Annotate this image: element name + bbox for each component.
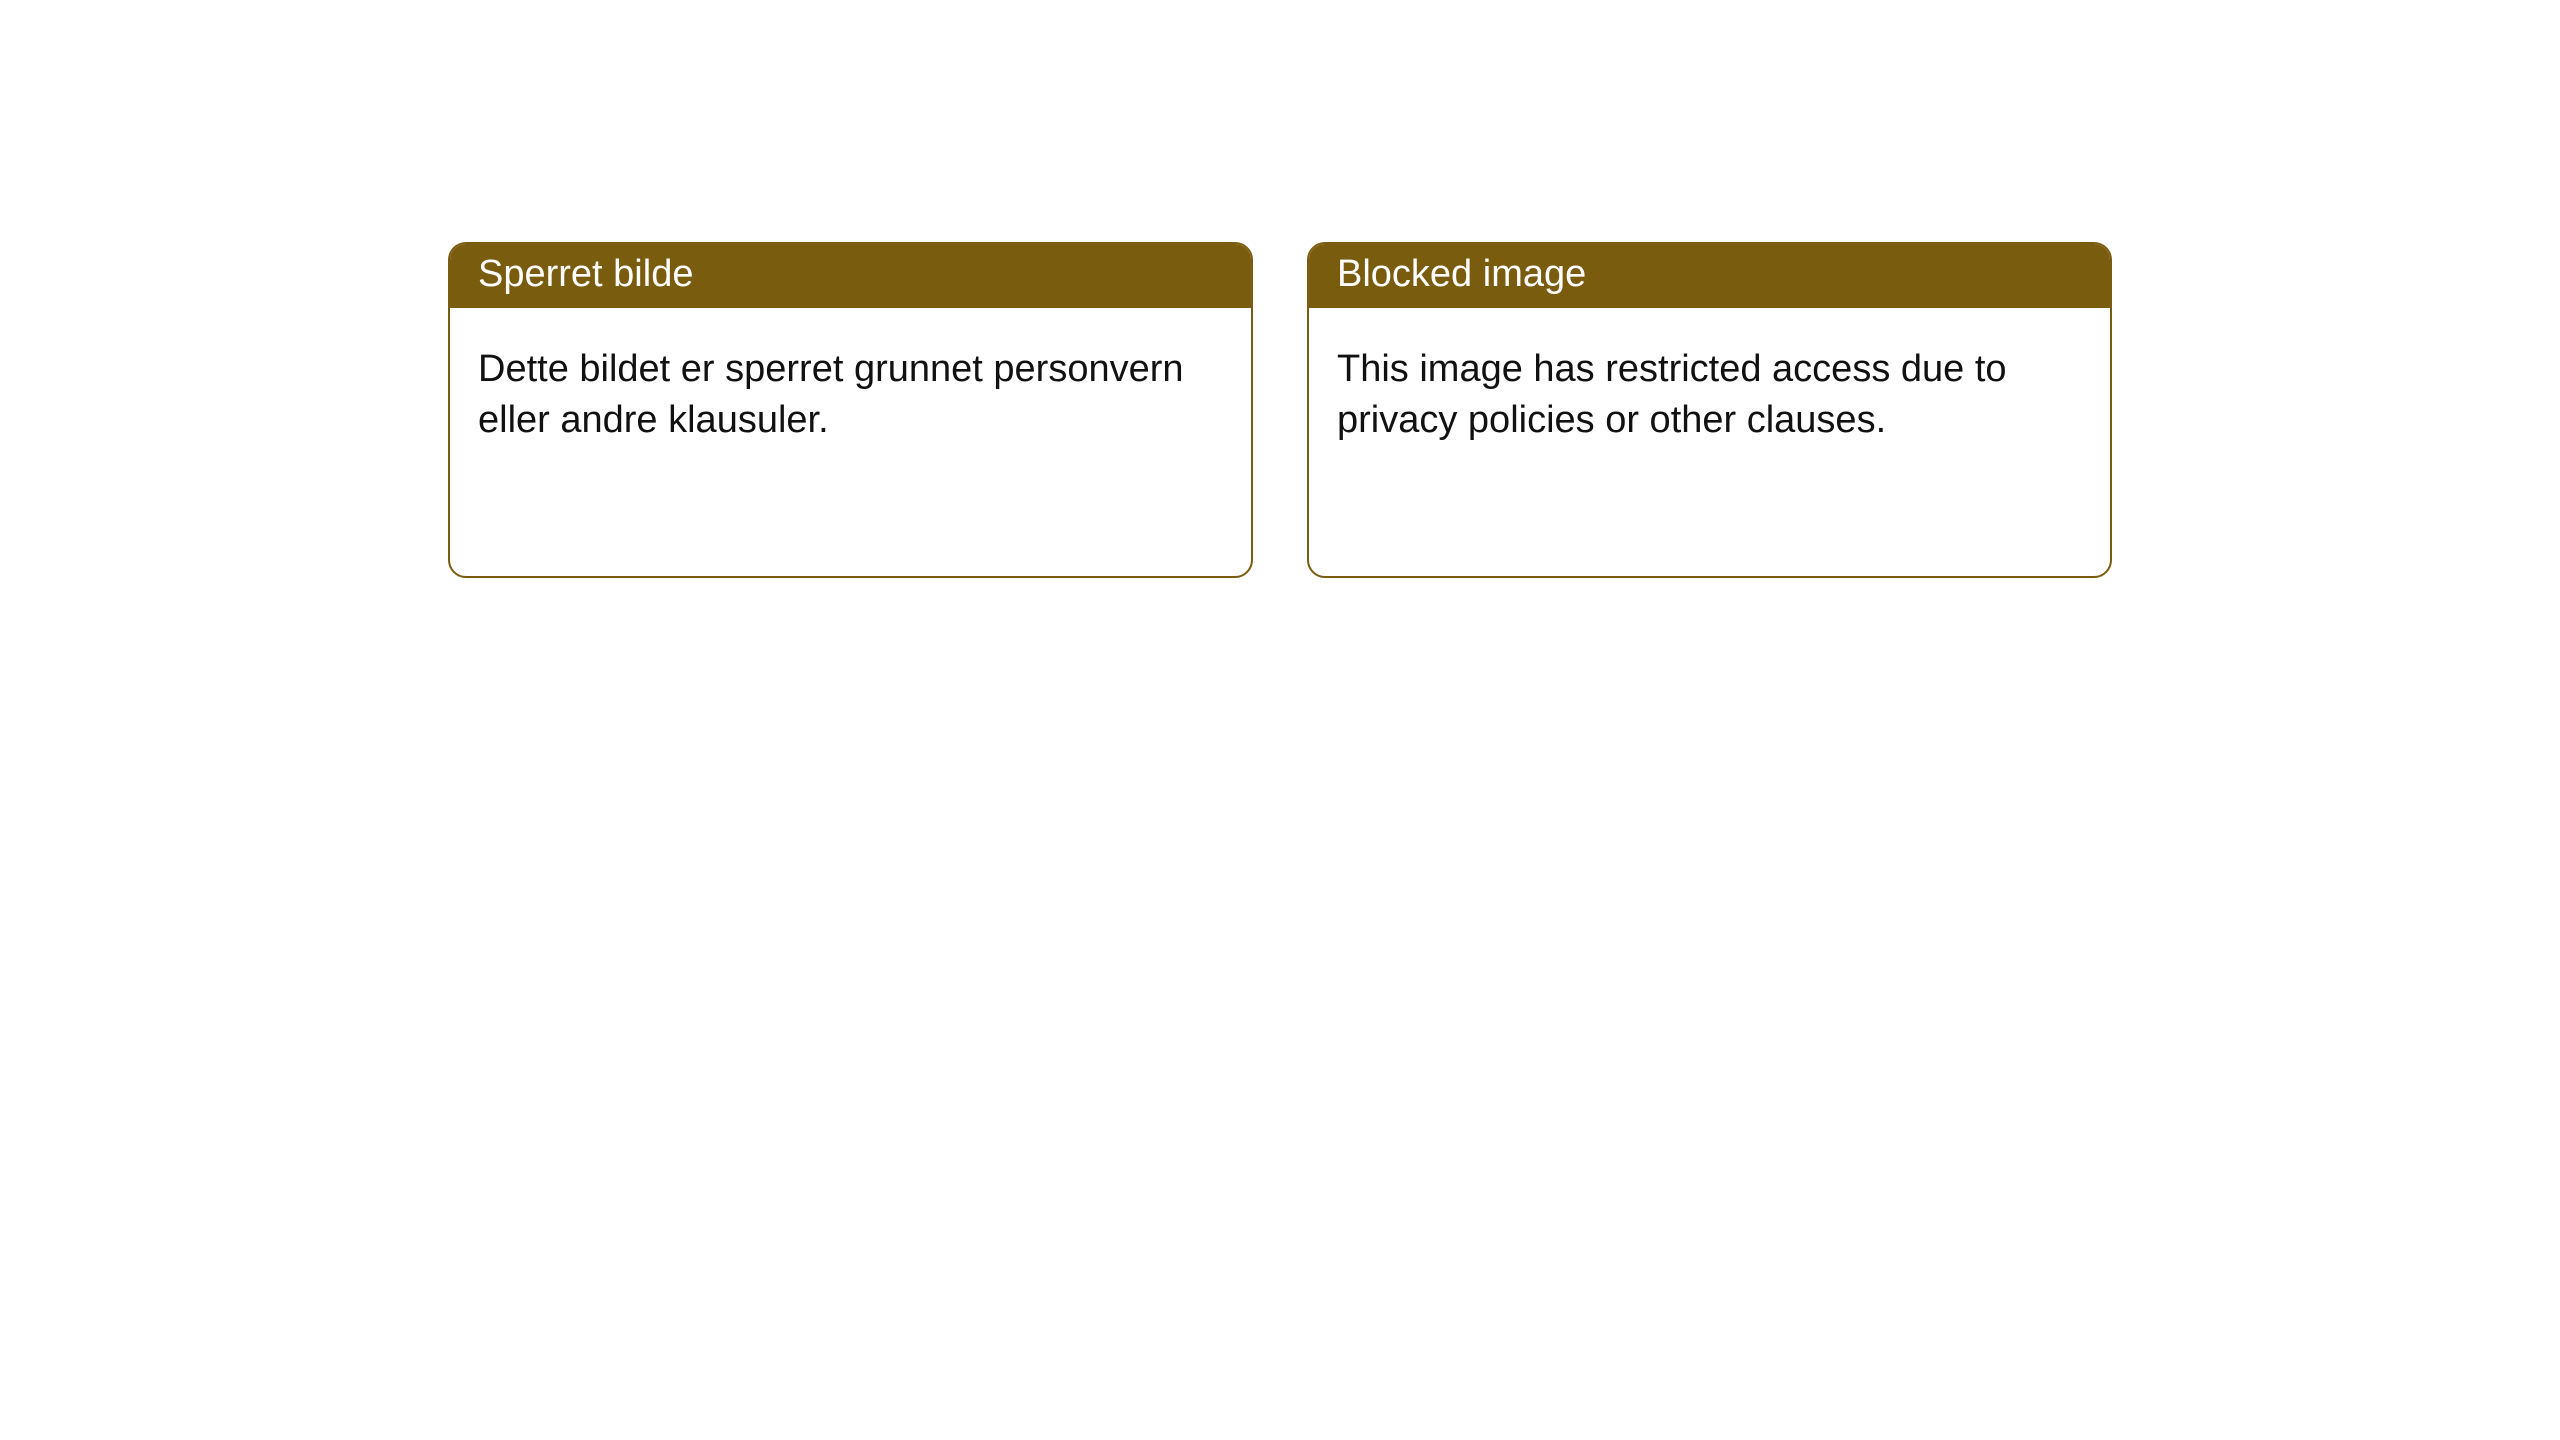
notice-card-english: Blocked image This image has restricted … (1307, 242, 2112, 578)
card-message: Dette bildet er sperret grunnet personve… (478, 348, 1184, 441)
notice-card-norwegian: Sperret bilde Dette bildet er sperret gr… (448, 242, 1253, 578)
card-body: This image has restricted access due to … (1309, 308, 2110, 483)
card-title: Blocked image (1337, 253, 1586, 295)
card-header: Blocked image (1309, 244, 2110, 308)
card-title: Sperret bilde (478, 253, 693, 295)
card-header: Sperret bilde (450, 244, 1251, 308)
card-message: This image has restricted access due to … (1337, 348, 2007, 441)
notice-cards-row: Sperret bilde Dette bildet er sperret gr… (448, 242, 2112, 578)
card-body: Dette bildet er sperret grunnet personve… (450, 308, 1251, 483)
